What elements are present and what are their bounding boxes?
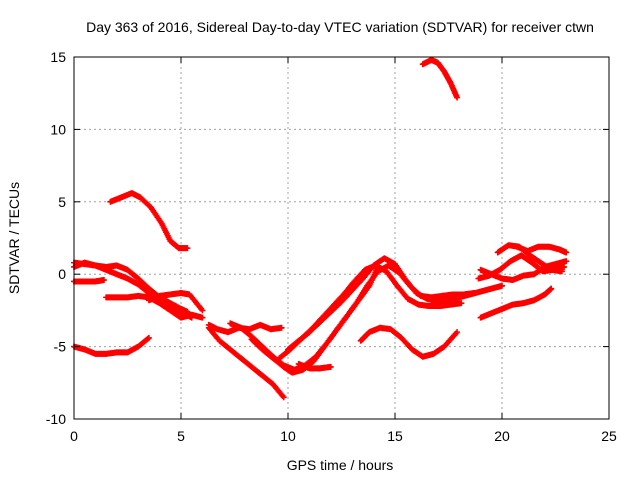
series-arc-15 [295, 360, 334, 372]
series-arc-4 [71, 276, 107, 285]
x-tick-label: 0 [70, 428, 78, 444]
series-arc-8 [145, 290, 206, 314]
y-tick-label: 5 [58, 194, 66, 210]
x-tick-label: 25 [601, 428, 617, 444]
data-point [563, 249, 570, 256]
data-point [100, 276, 107, 283]
data-point [145, 334, 152, 341]
data-point [561, 263, 568, 270]
data-point [563, 258, 570, 265]
plot-frame [73, 56, 610, 420]
series-arc-10 [205, 324, 287, 401]
x-tick-label: 20 [494, 428, 510, 444]
series-arc-20 [477, 258, 570, 283]
data-point [280, 394, 287, 401]
y-tick-label: 10 [50, 121, 66, 137]
data-point [199, 307, 206, 314]
series-arc-3 [71, 334, 152, 357]
data-point [454, 329, 461, 336]
x-tick-label: 10 [280, 428, 296, 444]
y-tick-label: 15 [50, 49, 66, 65]
axis-ticks: 0 5 10 15 20 25 -10 -5 0 5 10 15 [46, 49, 617, 444]
data-point [499, 282, 505, 289]
y-tick-label: -10 [46, 411, 66, 427]
series-arc-2 [419, 56, 461, 101]
data-point [548, 285, 555, 292]
data-point [327, 363, 334, 370]
series-arc-21 [513, 243, 570, 256]
x-tick-label: 15 [387, 428, 403, 444]
data-point [144, 335, 151, 342]
chart-title: Day 363 of 2016, Sidereal Day-to-day VTE… [86, 19, 594, 35]
data-point [199, 314, 206, 321]
series-arc-16 [357, 324, 461, 360]
data-point [558, 268, 565, 275]
series-arc-1 [107, 190, 191, 252]
series-arc-17 [477, 285, 555, 321]
data-point [184, 245, 191, 252]
y-axis-label: SDTVAR / TECUs [6, 182, 22, 294]
y-tick-label: 0 [58, 266, 66, 282]
data-point [458, 300, 465, 307]
data-points [71, 56, 570, 401]
y-tick-label: -5 [54, 339, 67, 355]
x-tick-label: 5 [177, 428, 185, 444]
x-axis-label: GPS time / hours [287, 457, 394, 473]
data-point [454, 94, 461, 101]
series-arc-14 [285, 255, 505, 353]
data-point [278, 324, 285, 331]
